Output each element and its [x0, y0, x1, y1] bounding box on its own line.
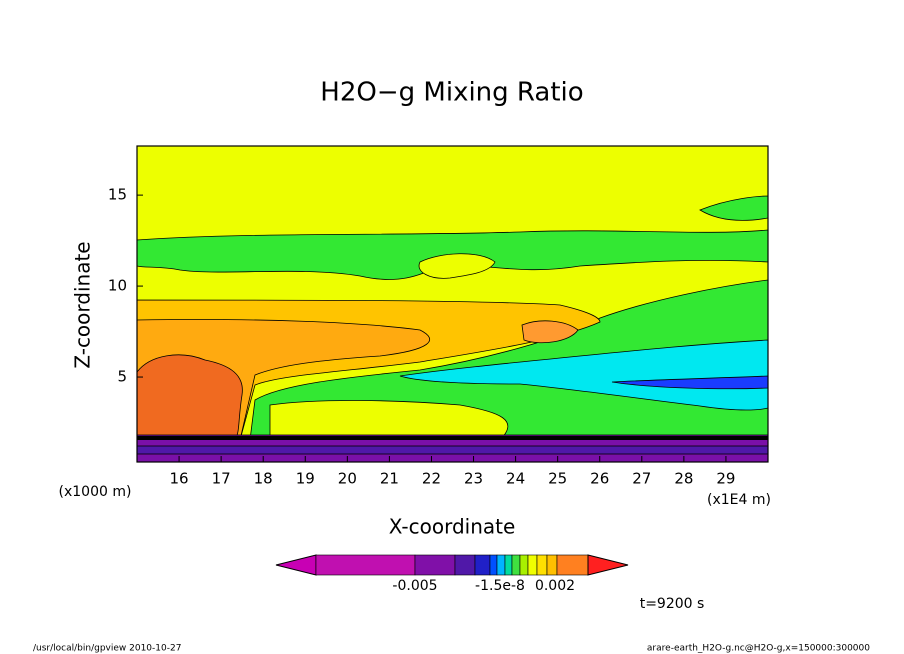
x-tick-label: 24	[506, 470, 525, 488]
colorbar-cell	[504, 554, 513, 576]
x-tick-label: 17	[212, 470, 231, 488]
colorbar-label: 0.002	[535, 578, 575, 594]
colorbar-cell	[454, 554, 476, 576]
colorbar-arrow	[275, 554, 317, 576]
contour-region	[269, 400, 509, 441]
contour-region	[611, 375, 769, 390]
colorbar-cell	[511, 554, 521, 576]
colorbar-label: -1.5e-8	[475, 578, 525, 594]
contour-region	[249, 279, 769, 441]
plot-frame	[136, 145, 769, 463]
x-tick-label: 22	[422, 470, 441, 488]
contour-region	[418, 253, 496, 279]
contour-region	[136, 354, 243, 441]
x-tick-label: 29	[716, 470, 735, 488]
x-axis-unit: (x1E4 m)	[707, 492, 771, 508]
x-tick-label: 20	[338, 470, 357, 488]
contour-region	[521, 320, 579, 344]
colorbar-cell	[474, 554, 491, 576]
footer-left: /usr/local/bin/gpview 2010-10-27	[33, 644, 181, 654]
x-tick-label: 18	[254, 470, 273, 488]
x-tick-label: 23	[464, 470, 483, 488]
y-tick-label: 15	[108, 186, 127, 204]
colorbar-cell	[414, 554, 456, 576]
x-axis-title: X-coordinate	[389, 515, 516, 539]
colorbar-cell	[556, 554, 589, 576]
contour-field	[136, 145, 769, 463]
x-tick-label: 19	[296, 470, 315, 488]
footer-right: arare-earth_H2O-g.nc@H2O-g,x=150000:3000…	[647, 644, 870, 654]
y-tick-label: 10	[108, 277, 127, 295]
x-tick-label: 21	[380, 470, 399, 488]
colorbar-cell	[315, 554, 416, 576]
y-axis-unit: (x1000 m)	[59, 484, 132, 500]
x-tick-label: 27	[632, 470, 651, 488]
chart-title: H2O−g Mixing Ratio	[320, 78, 583, 108]
colorbar-arrow	[587, 554, 629, 576]
colorbar-cell	[536, 554, 548, 576]
y-axis-title: Z-coordinate	[71, 241, 95, 368]
colorbar-label: -0.005	[392, 578, 437, 594]
x-tick-label: 25	[548, 470, 567, 488]
contour-region	[137, 436, 768, 440]
colorbar-cell	[519, 554, 529, 576]
x-tick-label: 16	[170, 470, 189, 488]
colorbar-cell	[489, 554, 498, 576]
time-label: t=9200 s	[640, 596, 705, 612]
contour-region	[136, 445, 769, 455]
colorbar-cell	[546, 554, 558, 576]
colorbar-cell	[527, 554, 538, 576]
colorbar-cell	[496, 554, 506, 576]
x-tick-label: 28	[674, 470, 693, 488]
contour-region	[399, 339, 769, 411]
x-tick-label: 26	[590, 470, 609, 488]
y-tick-label: 5	[117, 368, 127, 386]
